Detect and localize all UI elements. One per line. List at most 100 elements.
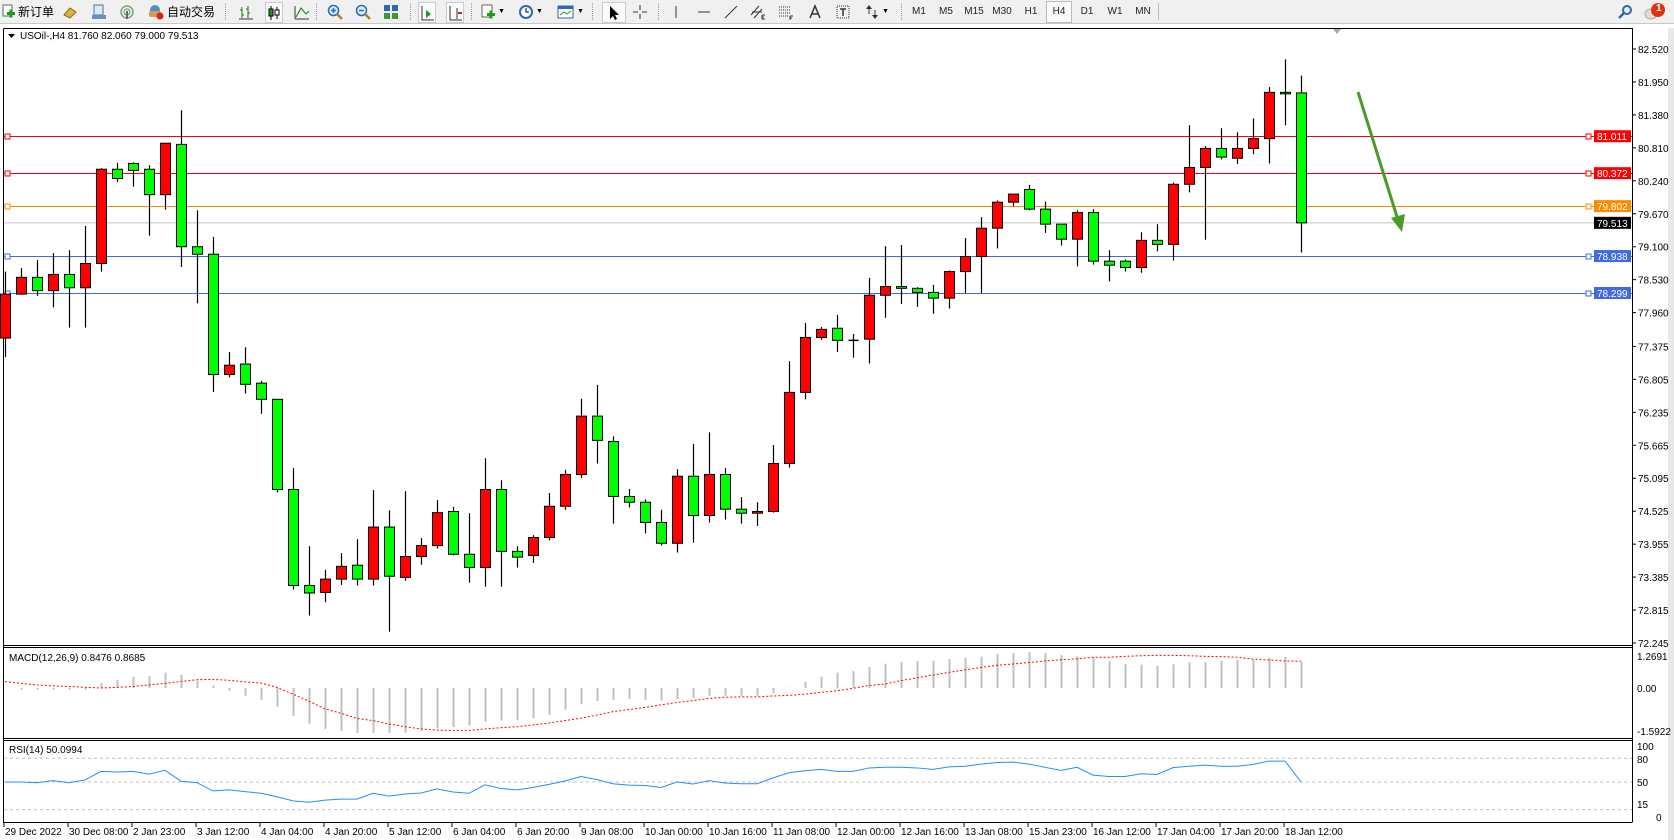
candle-body (384, 526, 395, 577)
chart-frame (3, 28, 1674, 840)
vertical-line-button[interactable] (668, 2, 684, 21)
equidistant-channel-button[interactable] (750, 2, 766, 21)
price-label-text: 78.938 (1597, 252, 1628, 263)
macd-axis-min: -1.5922 (1637, 727, 1671, 738)
timeframe-m1[interactable]: M1 (912, 6, 926, 17)
price-line-labels: 81.011 80.372 79.802 78.938 78.299 79.513 (1594, 130, 1631, 300)
arrows-dropdown[interactable]: ▼ (864, 2, 889, 21)
candle-body (512, 550, 523, 558)
candle (1008, 193, 1019, 207)
horizontal-lines (4, 133, 1632, 297)
candle-body (528, 536, 539, 556)
candle (1232, 132, 1243, 165)
timeframe-d1[interactable]: D1 (1080, 6, 1094, 17)
candle-body (656, 521, 667, 544)
text-button[interactable] (807, 2, 823, 21)
search-button[interactable] (1617, 2, 1633, 21)
candle (800, 323, 811, 400)
candle-body (336, 565, 347, 580)
horizontal-line-button[interactable] (696, 2, 712, 21)
price-tick-label: 75.095 (1638, 474, 1669, 485)
indicators-dropdown[interactable]: ▼ (480, 2, 505, 21)
candle (736, 497, 747, 524)
cursor-button[interactable] (602, 2, 626, 23)
candle-body (64, 273, 75, 289)
bar-chart-button[interactable] (238, 2, 254, 21)
candle-body (1184, 167, 1195, 185)
timeframe-m30[interactable]: M30 (992, 6, 1012, 17)
price-axis[interactable]: 82.520 81.950 81.380 80.810 80.240 79.670 79.1… (1632, 45, 1669, 650)
time-tick-label: 12 Jan 16:00 (901, 827, 959, 838)
candle (608, 436, 619, 524)
tile-windows-button[interactable] (383, 2, 399, 21)
candle-body (608, 441, 619, 497)
price-label-badge (1594, 250, 1631, 263)
chart-shift-button[interactable] (446, 2, 464, 23)
fibonacci-button[interactable] (778, 2, 794, 21)
time-tick-label: 13 Jan 08:00 (965, 827, 1023, 838)
text-label-button[interactable] (835, 2, 851, 21)
toolbar-separator (658, 3, 659, 20)
candle (208, 236, 219, 392)
line-handle-icon (1585, 133, 1592, 140)
new-order-label: 新订单 (18, 5, 55, 19)
timeframe-m5[interactable]: M5 (939, 6, 953, 17)
timeframe-h4[interactable]: H4 (1046, 1, 1072, 23)
zoom-in-button[interactable] (327, 2, 343, 21)
down-arrow-annotation[interactable] (1356, 91, 1405, 232)
crosshair-button[interactable] (632, 2, 648, 21)
candle (1152, 224, 1163, 252)
zoom-out-button[interactable] (355, 2, 371, 21)
candle-body (784, 391, 795, 464)
time-tick-label: 18 Jan 12:00 (1285, 827, 1343, 838)
auto-scroll-button[interactable] (418, 2, 436, 23)
cursor-arrow-icon (610, 5, 619, 20)
chevron-down-icon: ▼ (577, 8, 584, 15)
trendline-button[interactable] (723, 2, 739, 21)
timeframe-m15[interactable]: M15 (964, 6, 984, 17)
time-axis[interactable]: 29 Dec 2022 30 Dec 08:00 2 Jan 23:00 3 Jan … (3, 822, 1343, 838)
price-tick-label: 72.815 (1638, 606, 1669, 617)
candle-body (944, 271, 955, 299)
candle (496, 480, 507, 587)
candle (1168, 182, 1179, 261)
candle (1088, 209, 1099, 265)
rsi-axis-15: 15 (1637, 800, 1649, 811)
candle-body (1008, 193, 1019, 203)
signals-button[interactable] (119, 2, 135, 21)
timeframe-w1[interactable]: W1 (1107, 6, 1123, 17)
arrow-head-icon (1391, 214, 1405, 232)
new-order-button[interactable]: 新订单 (2, 2, 54, 21)
toolbar-separator (410, 3, 411, 20)
auto-trading-button[interactable]: 自动交易 (147, 2, 215, 21)
candle-body (1248, 138, 1259, 149)
time-tick-label: 11 Jan 08:00 (773, 827, 831, 838)
candle (464, 513, 475, 583)
candle-body (704, 473, 715, 517)
templates-dropdown[interactable]: ▼ (557, 2, 584, 21)
candle (720, 468, 731, 520)
candle (1296, 75, 1307, 253)
clock-icon (519, 4, 533, 19)
timeframe-mn[interactable]: MN (1135, 6, 1151, 17)
market-watch-button[interactable] (62, 2, 78, 21)
candle-body (32, 276, 43, 292)
candle (1056, 223, 1067, 246)
time-tick-label: 9 Jan 08:00 (581, 827, 634, 838)
notification-count-badge: 1 (1656, 3, 1662, 14)
candle (1024, 184, 1035, 211)
shift-marker-icon[interactable] (1333, 29, 1341, 34)
candlestick-chart-button[interactable] (265, 2, 283, 23)
triangle-down-icon[interactable] (8, 34, 15, 38)
price-label-badge (1594, 130, 1631, 143)
terminal-button[interactable] (91, 2, 107, 21)
channel-icon (750, 5, 765, 19)
candle-body (832, 327, 843, 341)
candle-body (0, 293, 11, 339)
line-chart-button[interactable] (294, 2, 310, 21)
periods-dropdown[interactable]: ▼ (518, 2, 543, 21)
candle-body (1152, 239, 1163, 245)
notifications-button[interactable]: 1 (1643, 2, 1667, 21)
timeframe-h1[interactable]: H1 (1024, 6, 1038, 17)
